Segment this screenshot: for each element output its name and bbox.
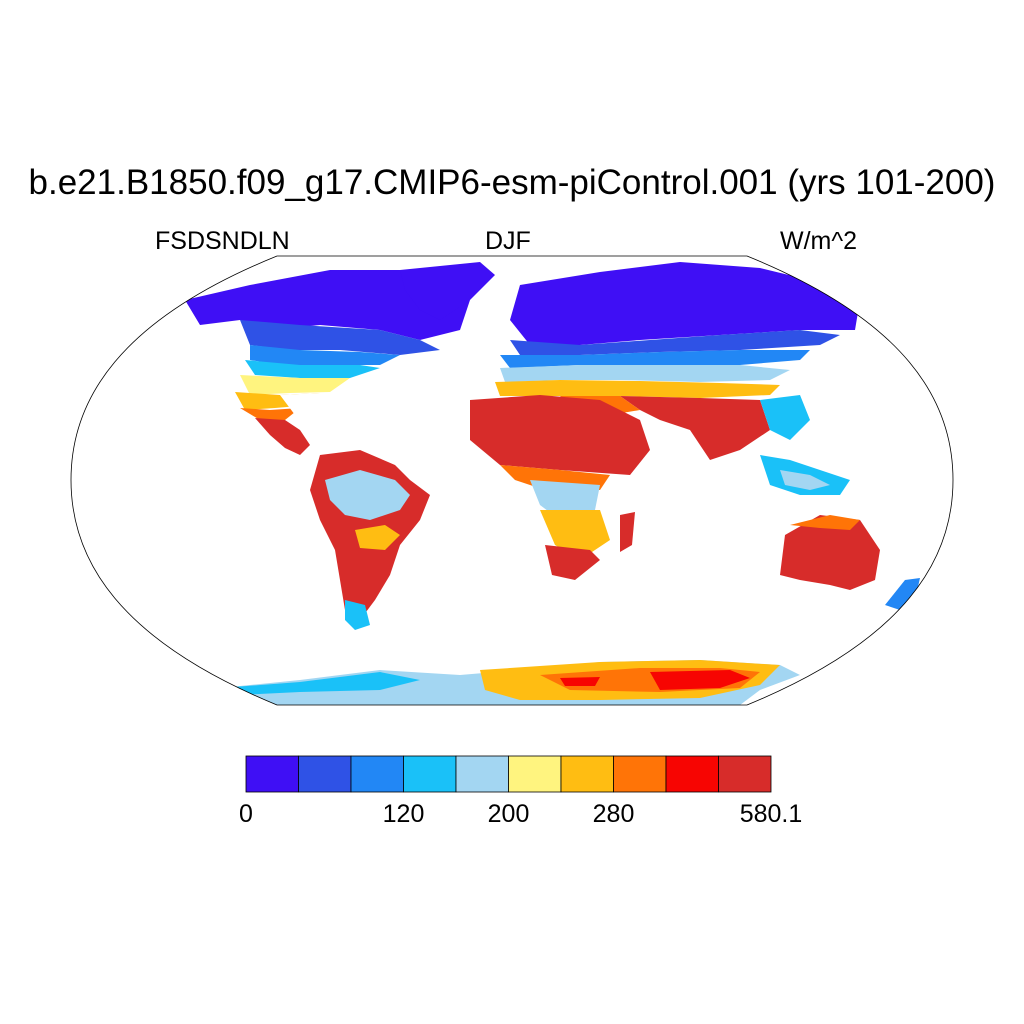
colorbar bbox=[245, 755, 772, 793]
variable-name: FSDSNDLN bbox=[155, 227, 290, 255]
southeast-asia-islands bbox=[760, 455, 850, 495]
north-america-landmass bbox=[185, 270, 470, 455]
map-outline bbox=[70, 255, 954, 706]
australia-landmass bbox=[780, 515, 920, 610]
colorbar-tick-label: 0 bbox=[239, 800, 253, 828]
colorbar-swatch bbox=[613, 755, 667, 793]
colorbar-swatch bbox=[560, 755, 614, 793]
south-america-landmass bbox=[310, 450, 430, 630]
colorbar-swatch bbox=[455, 755, 509, 793]
colorbar-swatch bbox=[298, 755, 352, 793]
eurasia-landmass bbox=[495, 262, 860, 460]
colorbar-swatch bbox=[350, 755, 404, 793]
season-label: DJF bbox=[485, 227, 531, 255]
units-label: W/m^2 bbox=[780, 227, 858, 255]
colorbar-tick-label: 580.1 bbox=[739, 800, 803, 828]
colorbar-tick-label: 200 bbox=[487, 800, 530, 828]
colorbar-tick-label: 120 bbox=[382, 800, 425, 828]
africa-landmass bbox=[470, 395, 650, 580]
colorbar-swatch bbox=[665, 755, 719, 793]
antarctica-landmass bbox=[220, 660, 800, 705]
colorbar-swatch bbox=[718, 755, 772, 793]
colorbar-swatch bbox=[245, 755, 299, 793]
colorbar-swatch bbox=[508, 755, 562, 793]
colorbar-tick-label: 280 bbox=[592, 800, 635, 828]
map-fill bbox=[185, 262, 920, 705]
plot-title: b.e21.B1850.f09_g17.CMIP6-esm-piControl.… bbox=[28, 163, 996, 202]
greenland-landmass bbox=[400, 262, 495, 320]
colorbar-swatch bbox=[403, 755, 457, 793]
